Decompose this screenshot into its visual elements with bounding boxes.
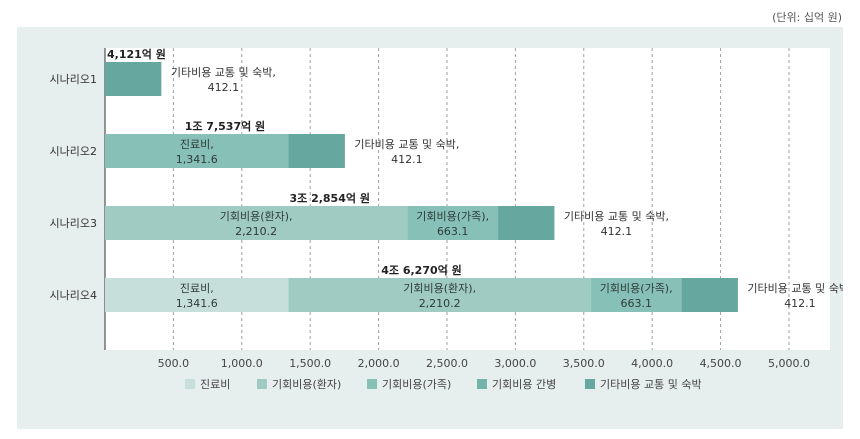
segment-label: 기회비용(가족),	[600, 282, 673, 295]
segment-value: 663.1	[620, 297, 652, 310]
bar-segment	[498, 206, 555, 240]
legend-swatch	[257, 379, 267, 389]
category-label: 시나리오2	[50, 145, 97, 158]
category-label: 시나리오3	[50, 217, 97, 230]
x-tick-label: 4,000.0	[631, 357, 673, 370]
segment-label: 기타비용 교통 및 숙박,	[747, 282, 843, 295]
bar-segment	[681, 278, 738, 312]
category-label: 시나리오4	[50, 289, 97, 302]
legend-swatch	[367, 379, 377, 389]
x-tick-label: 500.0	[158, 357, 190, 370]
bar-segment	[590, 278, 682, 312]
bar-segment	[105, 206, 408, 240]
segment-label: 기타비용 교통 및 숙박,	[564, 210, 669, 223]
stacked-bar-chart: 500.0 1,000.0 1,500.0 2,000.0 2,500.0 3,000.0…	[50, 47, 843, 391]
legend-label: 기회비용(가족)	[382, 378, 451, 391]
x-tick-label: 3,500.0	[563, 357, 605, 370]
segment-label: 진료비,	[180, 138, 214, 151]
bar-segment	[105, 278, 289, 312]
segment-label: 기회비용(가족),	[416, 210, 489, 223]
segment-value: 1,341.6	[176, 297, 218, 310]
segment-value: 412.1	[601, 225, 633, 238]
x-tick-label: 1,000.0	[221, 357, 263, 370]
segment-value: 412.1	[784, 297, 816, 310]
total-label: 1조 7,537억 원	[185, 119, 265, 133]
total-label: 3조 2,854억 원	[289, 191, 369, 205]
bar-segment	[105, 62, 162, 96]
bar-segment	[288, 134, 345, 168]
x-tick-label: 2,500.0	[426, 357, 468, 370]
bar-segment	[105, 134, 289, 168]
segment-value: 412.1	[208, 81, 240, 94]
category-label: 시나리오1	[50, 73, 97, 86]
legend-swatch	[185, 379, 195, 389]
total-label: 4,121억 원	[107, 47, 166, 61]
segment-value: 412.1	[391, 153, 423, 166]
total-label: 4조 6,270억 원	[381, 263, 461, 277]
segment-label: 진료비,	[180, 282, 214, 295]
legend-swatch	[477, 379, 487, 389]
unit-note: (단위: 십억 원)	[772, 11, 842, 24]
segment-value: 2,210.2	[419, 297, 461, 310]
x-tick-label: 2,000.0	[358, 357, 400, 370]
bar-segment	[407, 206, 499, 240]
segment-value: 663.1	[437, 225, 469, 238]
legend-label: 진료비	[200, 378, 230, 391]
legend-label: 기회비용 간병	[492, 378, 556, 391]
segment-label: 기타비용 교통 및 숙박,	[171, 66, 276, 79]
x-tick-label: 3,000.0	[494, 357, 536, 370]
segment-value: 1,341.6	[176, 153, 218, 166]
segment-value: 2,210.2	[235, 225, 277, 238]
x-tick-label: 4,500.0	[700, 357, 742, 370]
legend-label: 기타비용 교통 및 숙박	[600, 378, 702, 391]
segment-label: 기타비용 교통 및 숙박,	[354, 138, 459, 151]
x-tick-label: 5,000.0	[768, 357, 810, 370]
x-tick-label: 1,500.0	[289, 357, 331, 370]
segment-label: 기회비용(환자),	[403, 282, 476, 295]
legend-swatch	[585, 379, 595, 389]
segment-label: 기회비용(환자),	[220, 210, 293, 223]
chart-panel: 500.0 1,000.0 1,500.0 2,000.0 2,500.0 3,000.0…	[17, 27, 843, 429]
bar-segment	[288, 278, 591, 312]
legend-label: 기회비용(환자)	[272, 378, 341, 391]
